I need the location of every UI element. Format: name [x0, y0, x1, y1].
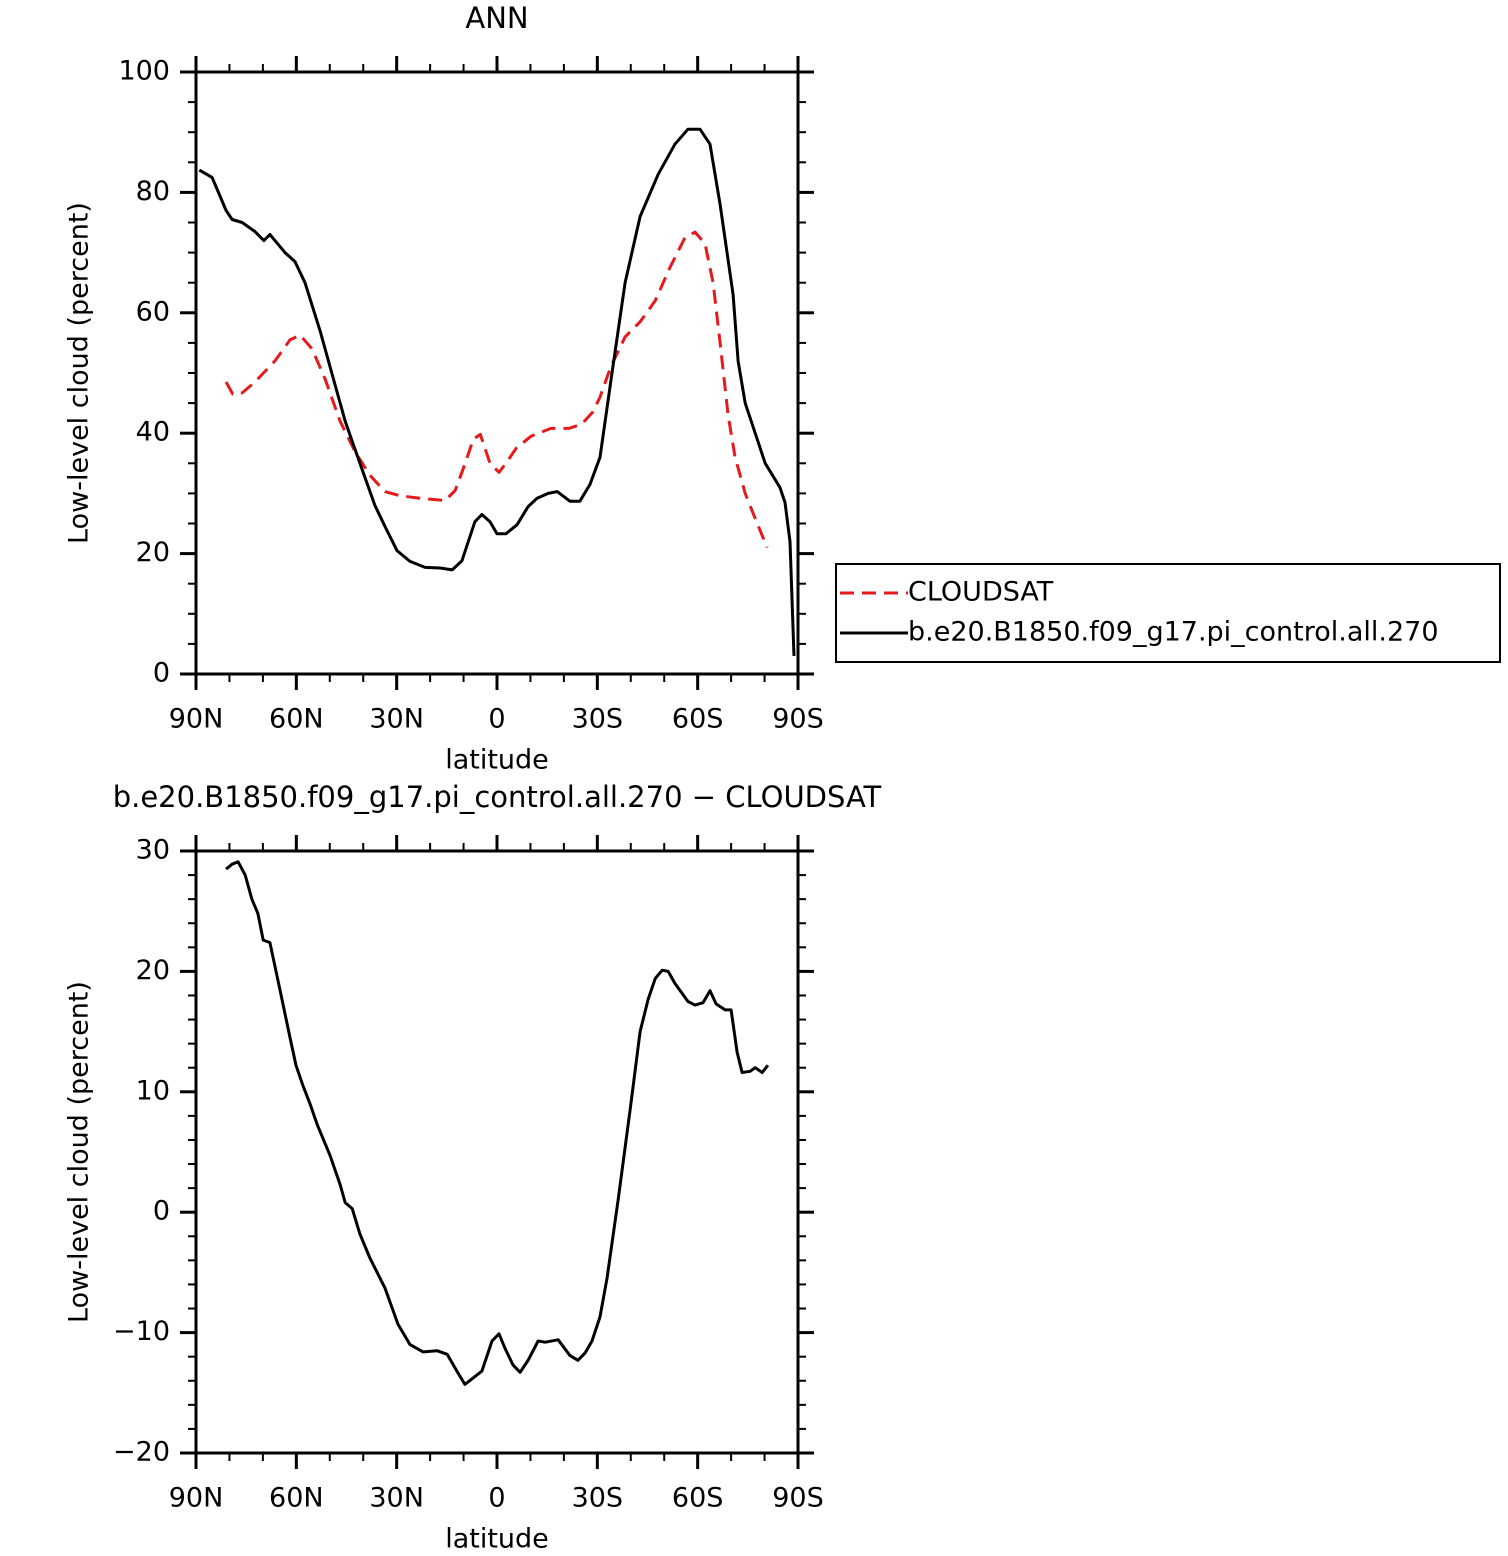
legend-box: [835, 563, 1501, 663]
y-tick-label: 0: [153, 658, 170, 689]
x-tick-label: 90N: [169, 1483, 224, 1514]
y-tick-label: 40: [136, 417, 170, 448]
y-tick-label: 0: [153, 1196, 170, 1227]
y-tick-label: 60: [136, 296, 170, 327]
x-tick-label: 0: [488, 1483, 505, 1514]
legend-label: b.e20.B1850.f09_g17.pi_control.all.270: [908, 617, 1439, 648]
x-axis-label: latitude: [445, 1524, 549, 1555]
x-tick-label: 30N: [369, 1483, 424, 1514]
y-axis-label: Low-level cloud (percent): [64, 981, 95, 1323]
y-tick-label: 30: [136, 835, 170, 866]
plot-frame: [194, 70, 800, 676]
x-tick-label: 30N: [369, 704, 424, 735]
x-tick-label: 90N: [169, 704, 224, 735]
x-tick-label: 90S: [772, 1483, 824, 1514]
y-tick-label: 80: [136, 176, 170, 207]
plot-frame: [194, 849, 800, 1455]
x-axis-label: latitude: [445, 745, 549, 776]
chart-title: b.e20.B1850.f09_g17.pi_control.all.270 −…: [113, 780, 882, 814]
data-line: [224, 230, 769, 549]
data-line: [198, 127, 796, 656]
x-tick-label: 60N: [269, 1483, 324, 1514]
y-tick-label: −10: [113, 1316, 170, 1347]
x-tick-label: 90S: [772, 704, 824, 735]
data-line: [225, 860, 770, 1386]
x-tick-label: 30S: [572, 1483, 624, 1514]
y-tick-label: 10: [136, 1075, 170, 1106]
x-tick-label: 60S: [672, 704, 724, 735]
y-tick-label: 20: [136, 955, 170, 986]
y-tick-label: 100: [118, 56, 170, 87]
y-tick-label: 20: [136, 537, 170, 568]
legend-label: CLOUDSAT: [908, 577, 1054, 608]
x-tick-label: 0: [488, 704, 505, 735]
x-tick-label: 30S: [572, 704, 624, 735]
y-tick-label: −20: [113, 1437, 170, 1468]
y-axis-label: Low-level cloud (percent): [64, 202, 95, 544]
x-tick-label: 60N: [269, 704, 324, 735]
chart-title: ANN: [465, 1, 528, 35]
x-tick-label: 60S: [672, 1483, 724, 1514]
